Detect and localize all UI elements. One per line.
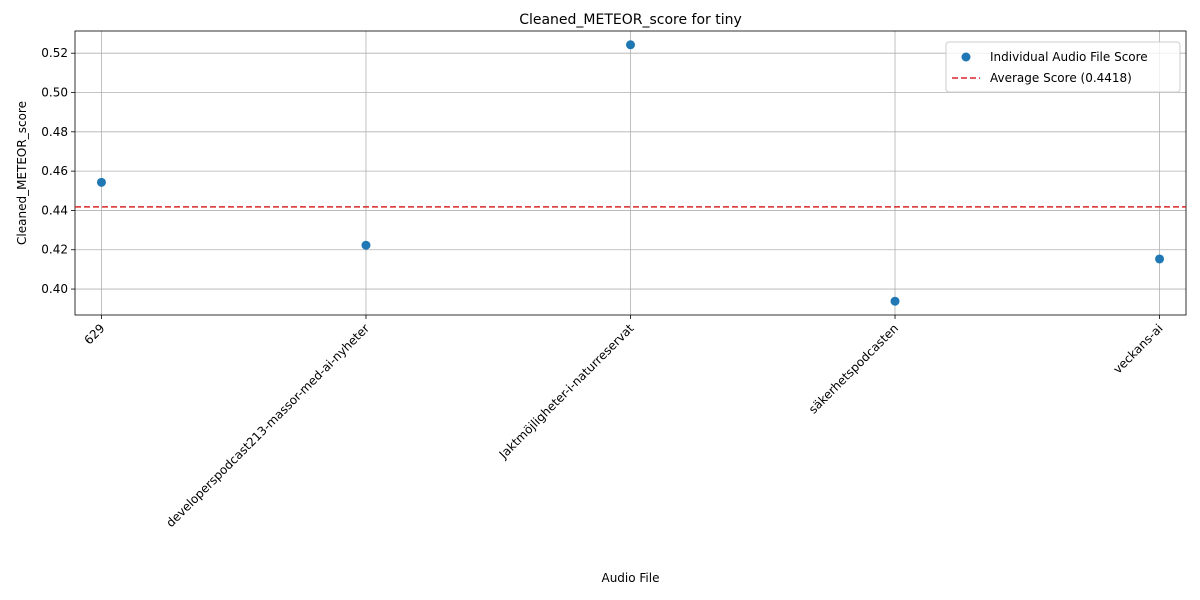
y-tick-label: 0.44 (41, 203, 68, 217)
legend-marker-scatter (961, 52, 971, 62)
x-tick-label: veckans-ai (1110, 321, 1165, 376)
x-tick-label: developerspodcast213-massor-med-ai-nyhet… (163, 321, 372, 530)
y-tick-label: 0.40 (41, 282, 68, 296)
y-tick-label: 0.52 (41, 46, 68, 60)
legend-box (945, 41, 1181, 93)
x-axis: 629 developerspodcast213-massor-med-ai-ny… (81, 315, 1166, 530)
y-tick-label: 0.42 (41, 243, 68, 257)
x-tick-label: säkerhetspodcasten (806, 321, 901, 416)
data-point (96, 177, 106, 187)
y-tick-label: 0.46 (41, 164, 68, 178)
data-points (96, 40, 1165, 306)
y-axis: 0.40 0.42 0.44 0.46 0.48 0.50 0.52 (41, 46, 75, 296)
x-axis-label: Audio File (601, 571, 659, 585)
x-tick-label: 629 (81, 321, 107, 347)
x-tick-label: Jaktmöjligheter-i-naturreservat (496, 321, 637, 462)
legend: Individual Audio File Score Average Scor… (945, 41, 1181, 93)
y-tick-label: 0.50 (41, 86, 68, 100)
data-point (1155, 254, 1165, 264)
data-point (626, 40, 635, 50)
data-point (361, 240, 371, 250)
y-tick-label: 0.48 (41, 125, 68, 139)
data-point (890, 296, 900, 306)
chart-title: Cleaned_METEOR_score for tiny (519, 12, 742, 28)
legend-entry-average: Average Score (0.4418) (990, 71, 1132, 85)
y-axis-label: Cleaned_METEOR_score (15, 101, 29, 245)
legend-entry-scores: Individual Audio File Score (990, 50, 1148, 64)
